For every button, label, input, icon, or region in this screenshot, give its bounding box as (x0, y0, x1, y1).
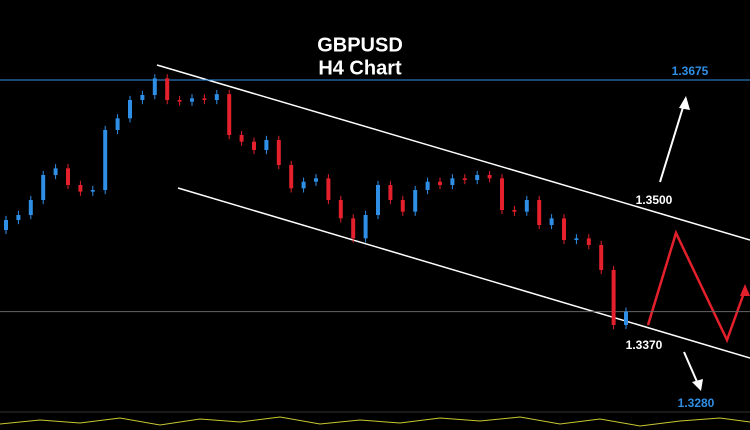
candle-body (314, 178, 318, 182)
candle-body (165, 78, 170, 100)
candle-body (624, 311, 628, 325)
candle-body (475, 175, 480, 180)
candle-body (190, 98, 194, 102)
candle-body (276, 140, 281, 165)
candle-body (450, 178, 455, 185)
candle-body (66, 168, 70, 185)
candle-body (140, 95, 145, 100)
candle-body (53, 168, 58, 175)
down-arrowhead (692, 379, 703, 391)
candle-body (388, 185, 393, 200)
candle-body (413, 190, 418, 212)
candle-body (28, 200, 33, 215)
candle-body (326, 178, 331, 200)
candle-body (512, 210, 517, 212)
candle-body (338, 200, 343, 219)
candle-body (301, 181, 306, 189)
candle-body (214, 94, 219, 100)
candle-body (376, 185, 380, 215)
level-label: 1.3500 (636, 193, 673, 207)
candle-body (128, 100, 132, 119)
candle-body (400, 200, 405, 212)
candle-body (41, 175, 46, 200)
candle-body (524, 200, 529, 212)
chart-title: GBPUSD (317, 34, 403, 56)
candle-body (202, 98, 207, 100)
candle-body (289, 165, 294, 189)
level-label: 1.3280 (678, 396, 715, 410)
candle-body (152, 78, 157, 95)
level-label: 1.3370 (626, 338, 663, 352)
candle-body (239, 135, 244, 142)
candle-body (500, 178, 504, 210)
candle-body (611, 270, 616, 325)
candle-body (586, 238, 591, 245)
candle-body (103, 130, 108, 190)
candle-body (462, 178, 467, 180)
channel-lower (177, 187, 750, 359)
candle-body (438, 181, 442, 185)
indicator-line (0, 416, 750, 427)
candle-body (4, 220, 8, 230)
projection-path (646, 229, 747, 344)
candle-body (252, 141, 256, 150)
candle-body (16, 215, 21, 220)
channel-upper (156, 64, 750, 241)
resistance-label: 1.3675 (672, 64, 709, 78)
candle-body (227, 94, 232, 135)
candle-body (562, 218, 566, 240)
up-arrowhead (679, 96, 690, 110)
candle-body (177, 100, 182, 102)
candle-body (537, 200, 542, 225)
candle-body (425, 181, 430, 190)
chart-subtitle: H4 Chart (318, 57, 402, 79)
candle-body (574, 238, 579, 240)
candle-body (351, 218, 356, 239)
up-arrow (659, 103, 685, 183)
down-arrow (683, 351, 699, 385)
candle-body (599, 245, 604, 270)
candle-body (264, 140, 269, 150)
candle-body (78, 185, 83, 192)
candle-body (487, 175, 492, 179)
candle-body (90, 190, 95, 192)
projection-arrowhead (740, 284, 750, 296)
candle-body (549, 218, 554, 225)
candle-body (115, 118, 120, 130)
candle-body (363, 215, 368, 239)
